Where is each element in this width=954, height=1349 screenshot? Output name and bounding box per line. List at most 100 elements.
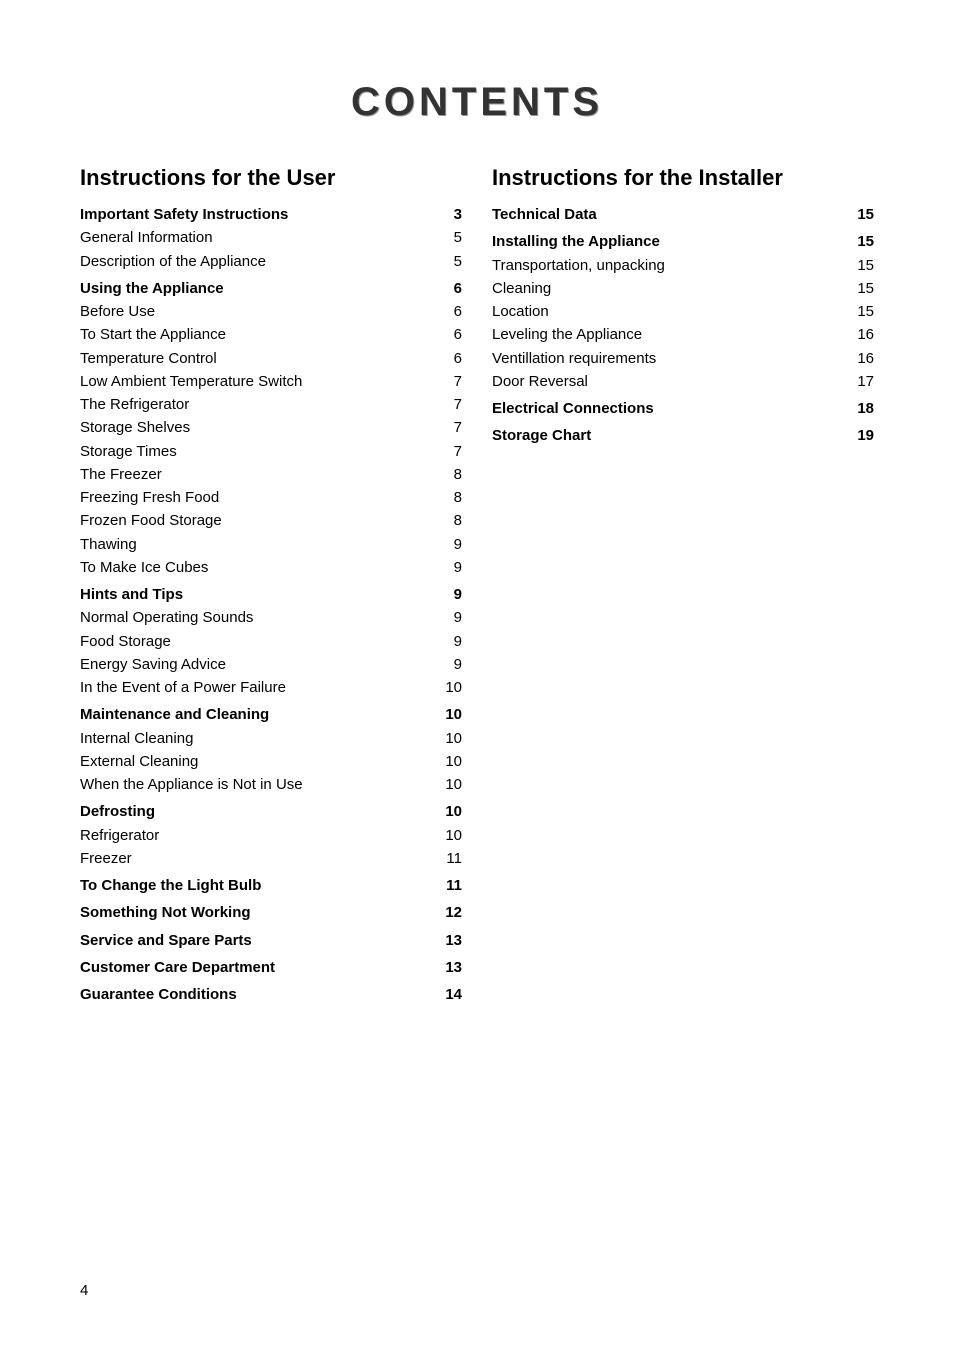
toc-label: Electrical Connections	[492, 397, 844, 420]
installer-instructions-heading: Instructions for the Installer	[492, 165, 874, 191]
toc-label: Before Use	[80, 300, 432, 323]
toc-label: Location	[492, 300, 844, 323]
toc-row: Customer Care Department13	[80, 956, 462, 979]
toc-label: To Make Ice Cubes	[80, 556, 432, 579]
toc-row: Using the Appliance6	[80, 277, 462, 300]
toc-label: Cleaning	[492, 277, 844, 300]
toc-label: Energy Saving Advice	[80, 653, 432, 676]
toc-row: Important Safety Instructions3	[80, 203, 462, 226]
toc-label: Low Ambient Temperature Switch	[80, 370, 432, 393]
toc-label: General Information	[80, 226, 432, 249]
toc-page: 16	[844, 323, 874, 346]
toc-label: Internal Cleaning	[80, 727, 432, 750]
toc-label: Storage Shelves	[80, 416, 432, 439]
toc-row: Storage Chart19	[492, 424, 874, 447]
toc-page: 8	[432, 463, 462, 486]
toc-row: Ventillation requirements16	[492, 347, 874, 370]
toc-row: Storage Times7	[80, 440, 462, 463]
toc-label: Defrosting	[80, 800, 432, 823]
toc-page: 5	[432, 226, 462, 249]
toc-page: 6	[432, 323, 462, 346]
toc-page: 9	[432, 653, 462, 676]
page-title: CONTENTS	[80, 80, 874, 125]
toc-row: Hints and Tips9	[80, 583, 462, 606]
toc-label: Hints and Tips	[80, 583, 432, 606]
toc-label: Leveling the Appliance	[492, 323, 844, 346]
toc-page: 10	[432, 800, 462, 823]
toc-label: Door Reversal	[492, 370, 844, 393]
toc-page: 7	[432, 440, 462, 463]
toc-row: Freezing Fresh Food8	[80, 486, 462, 509]
toc-page: 15	[844, 230, 874, 253]
toc-row: Electrical Connections18	[492, 397, 874, 420]
toc-row: Transportation, unpacking15	[492, 254, 874, 277]
toc-page: 7	[432, 393, 462, 416]
toc-page: 8	[432, 509, 462, 532]
toc-row: Internal Cleaning10	[80, 727, 462, 750]
toc-page: 10	[432, 676, 462, 699]
toc-page: 15	[844, 300, 874, 323]
toc-label: External Cleaning	[80, 750, 432, 773]
toc-label: To Start the Appliance	[80, 323, 432, 346]
toc-page: 13	[432, 929, 462, 952]
toc-row: Service and Spare Parts13	[80, 929, 462, 952]
toc-label: When the Appliance is Not in Use	[80, 773, 432, 796]
toc-label: Ventillation requirements	[492, 347, 844, 370]
toc-row: Maintenance and Cleaning10	[80, 703, 462, 726]
toc-label: Thawing	[80, 533, 432, 556]
toc-row: Low Ambient Temperature Switch7	[80, 370, 462, 393]
toc-label: To Change the Light Bulb	[80, 874, 432, 897]
toc-label: The Freezer	[80, 463, 432, 486]
toc-page: 7	[432, 416, 462, 439]
toc-row: Leveling the Appliance16	[492, 323, 874, 346]
toc-label: Storage Chart	[492, 424, 844, 447]
toc-row: In the Event of a Power Failure10	[80, 676, 462, 699]
toc-label: Storage Times	[80, 440, 432, 463]
toc-row: Normal Operating Sounds9	[80, 606, 462, 629]
toc-row: The Refrigerator7	[80, 393, 462, 416]
toc-row: Before Use6	[80, 300, 462, 323]
user-instructions-heading: Instructions for the User	[80, 165, 462, 191]
toc-page: 14	[432, 983, 462, 1006]
toc-row: Something Not Working12	[80, 901, 462, 924]
right-toc-list: Technical Data15Installing the Appliance…	[492, 203, 874, 448]
toc-row: External Cleaning10	[80, 750, 462, 773]
toc-page: 15	[844, 203, 874, 226]
toc-page: 5	[432, 250, 462, 273]
toc-page: 3	[432, 203, 462, 226]
toc-row: To Start the Appliance6	[80, 323, 462, 346]
toc-page: 18	[844, 397, 874, 420]
toc-label: Refrigerator	[80, 824, 432, 847]
toc-label: The Refrigerator	[80, 393, 432, 416]
toc-label: Temperature Control	[80, 347, 432, 370]
toc-row: Guarantee Conditions14	[80, 983, 462, 1006]
toc-row: Door Reversal17	[492, 370, 874, 393]
toc-page: 9	[432, 533, 462, 556]
columns-container: Instructions for the User Important Safe…	[80, 165, 874, 1006]
toc-page: 13	[432, 956, 462, 979]
toc-row: Energy Saving Advice9	[80, 653, 462, 676]
toc-row: When the Appliance is Not in Use10	[80, 773, 462, 796]
toc-label: Service and Spare Parts	[80, 929, 432, 952]
toc-page: 17	[844, 370, 874, 393]
toc-page: 12	[432, 901, 462, 924]
toc-row: Defrosting10	[80, 800, 462, 823]
toc-label: Using the Appliance	[80, 277, 432, 300]
toc-label: Important Safety Instructions	[80, 203, 432, 226]
toc-page: 9	[432, 583, 462, 606]
toc-page: 19	[844, 424, 874, 447]
toc-row: Cleaning15	[492, 277, 874, 300]
toc-row: Location15	[492, 300, 874, 323]
toc-label: Freezing Fresh Food	[80, 486, 432, 509]
toc-row: Freezer11	[80, 847, 462, 870]
toc-page: 9	[432, 606, 462, 629]
page-container: CONTENTS Instructions for the User Impor…	[0, 0, 954, 1349]
toc-label: In the Event of a Power Failure	[80, 676, 432, 699]
toc-page: 11	[432, 874, 462, 897]
toc-label: Frozen Food Storage	[80, 509, 432, 532]
toc-page: 8	[432, 486, 462, 509]
toc-row: Installing the Appliance15	[492, 230, 874, 253]
toc-label: Installing the Appliance	[492, 230, 844, 253]
toc-label: Maintenance and Cleaning	[80, 703, 432, 726]
toc-label: Description of the Appliance	[80, 250, 432, 273]
